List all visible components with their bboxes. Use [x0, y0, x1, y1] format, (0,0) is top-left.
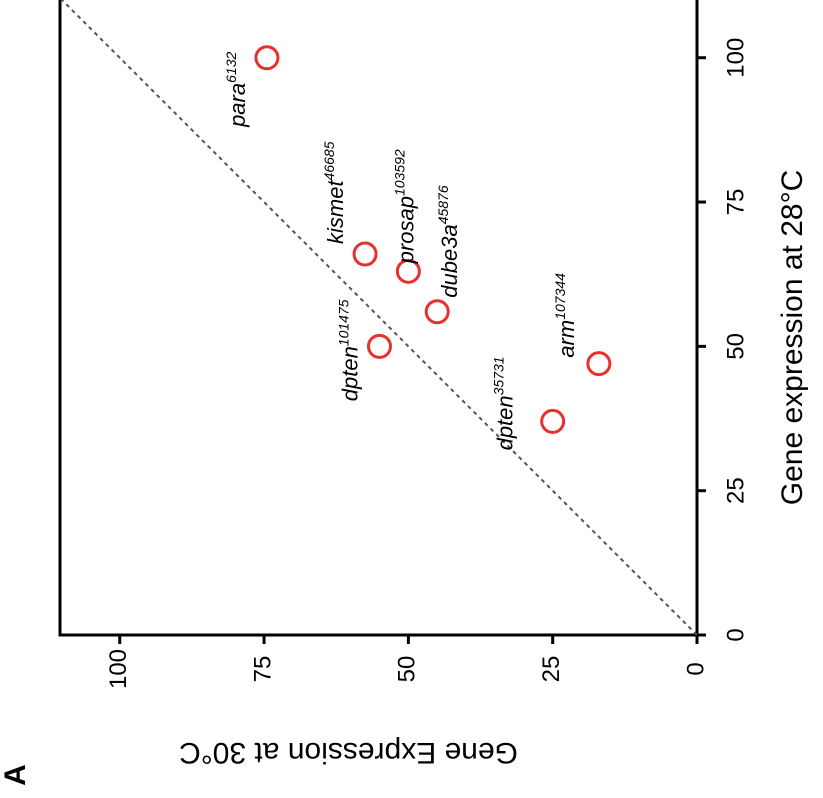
x-tick-label: 100 — [722, 38, 749, 78]
identity-line — [61, 0, 698, 636]
data-point — [424, 299, 450, 325]
data-point — [352, 241, 378, 267]
data-point — [540, 408, 566, 434]
chart-marks: para6132 kismet46685 prosap103592 dube3a458… — [58, 0, 699, 637]
chart-ticks: 0 25 50 75 100 0 25 50 75 100 — [105, 38, 749, 689]
y-tick-label: 25 — [538, 656, 565, 683]
y-tick-label: 100 — [105, 649, 132, 689]
point-label: para6132 — [223, 52, 250, 128]
x-tick-label: 75 — [722, 189, 749, 216]
y-tick-label: 0 — [682, 662, 709, 675]
point-label: dpten35731 — [491, 356, 518, 450]
x-axis-label: Gene expression at 28°C — [776, 170, 809, 506]
point-label: dpten101475 — [336, 299, 363, 401]
y-tick-label: 50 — [394, 656, 421, 683]
point-label: kismet46685 — [321, 141, 348, 244]
x-tick-label: 25 — [722, 477, 749, 504]
x-tick-label: 50 — [722, 333, 749, 360]
point-label: prosap103592 — [391, 149, 418, 264]
y-tick-label: 75 — [249, 656, 276, 683]
point-label: arm107344 — [552, 273, 579, 358]
x-tick-label: 0 — [722, 628, 749, 641]
data-point — [586, 351, 612, 377]
y-axis-label: Gene Expression at 30°C — [179, 736, 518, 769]
data-point — [254, 45, 280, 71]
plot-frame — [58, 0, 699, 637]
panel-label: A — [0, 764, 32, 786]
data-point — [367, 333, 392, 359]
data-point — [395, 258, 421, 284]
point-label: dube3a45876 — [435, 185, 462, 298]
